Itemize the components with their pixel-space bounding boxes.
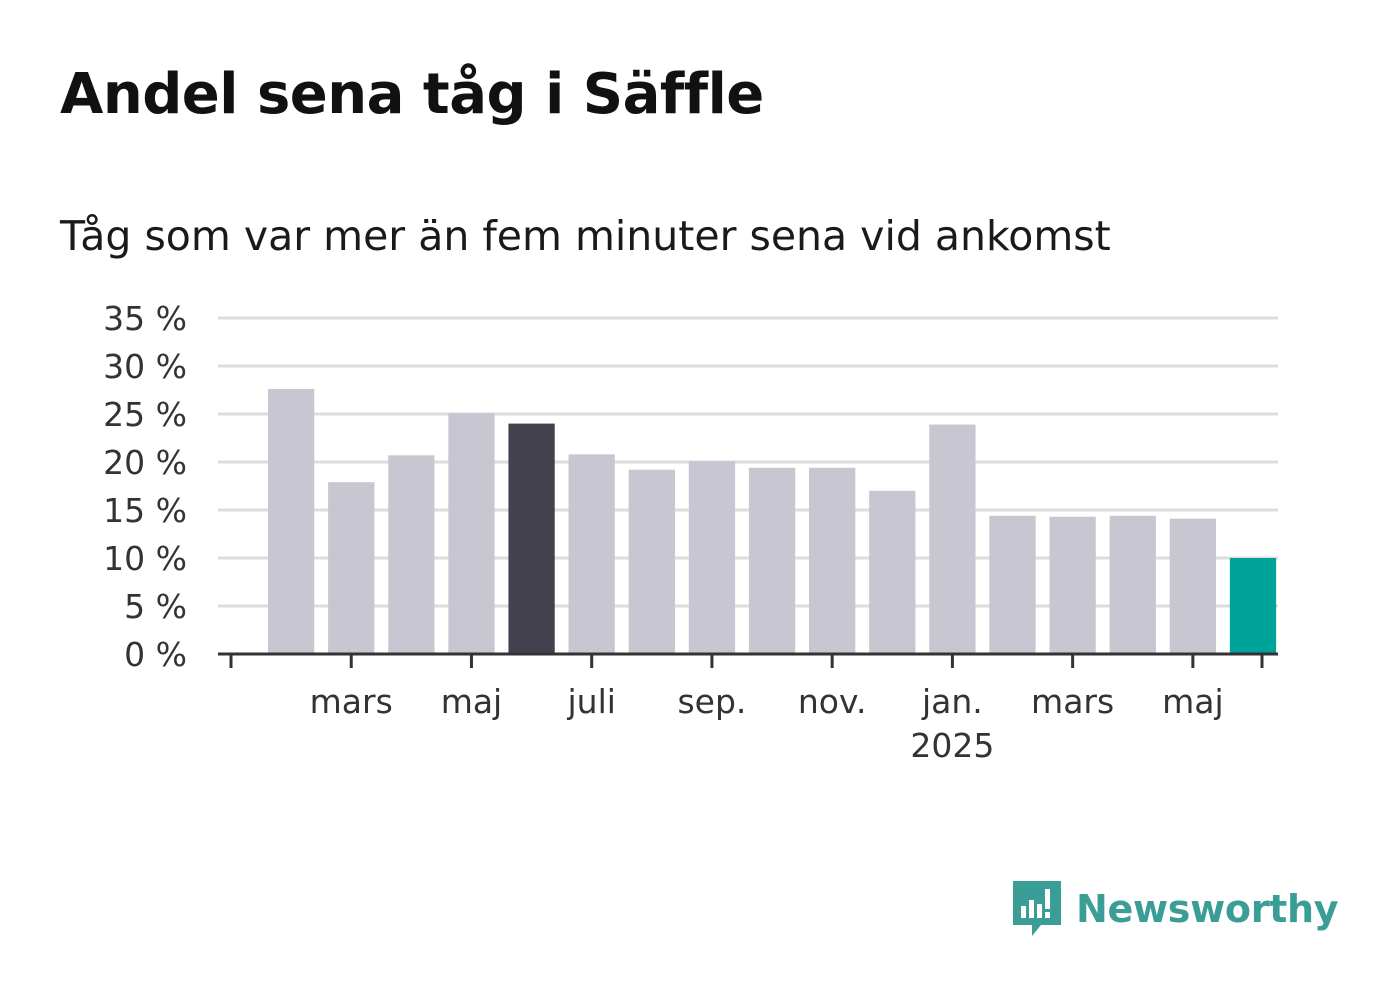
x-tick-label: jan. bbox=[921, 682, 983, 721]
bar bbox=[328, 482, 375, 654]
x-tick-label: maj bbox=[441, 682, 503, 721]
bar bbox=[869, 490, 916, 654]
x-tick-label: juli bbox=[566, 682, 615, 721]
bar bbox=[688, 461, 736, 654]
bar bbox=[1049, 516, 1096, 654]
x-tick-label: mars bbox=[1031, 682, 1114, 721]
bar bbox=[568, 454, 615, 654]
x-tick-label: mars bbox=[310, 682, 393, 721]
y-tick-label: 25 % bbox=[103, 395, 187, 434]
y-tick-label: 0 % bbox=[124, 635, 187, 674]
bar bbox=[809, 467, 856, 654]
bar bbox=[1109, 515, 1156, 654]
x-tick-label: sep. bbox=[677, 682, 746, 721]
bar bbox=[748, 467, 796, 654]
bar bbox=[388, 455, 435, 654]
bar bbox=[929, 424, 976, 654]
x-axis: mars maj juli sep. nov. jan. 2025 mars maj bbox=[218, 652, 1278, 765]
x-tick-year-label: 2025 bbox=[910, 726, 994, 765]
bar bbox=[989, 515, 1036, 654]
x-tick-label: maj bbox=[1162, 682, 1224, 721]
y-tick-label: 5 % bbox=[124, 587, 187, 626]
brand: Newsworthy bbox=[1010, 878, 1339, 940]
chart-subtitle: Tåg som var mer än fem minuter sena vid … bbox=[60, 212, 1111, 260]
y-axis-labels: 0 % 5 % 10 % 15 % 20 % 25 % 30 % 35 % bbox=[103, 299, 187, 674]
bar bbox=[1169, 518, 1217, 654]
bar bbox=[1229, 558, 1277, 654]
bar bbox=[267, 389, 315, 654]
y-tick-label: 20 % bbox=[103, 443, 187, 482]
bar bbox=[508, 423, 555, 654]
y-tick-label: 15 % bbox=[103, 491, 187, 530]
chart-title: Andel sena tåg i Säffle bbox=[60, 62, 764, 127]
y-tick-label: 10 % bbox=[103, 539, 187, 578]
bar bbox=[628, 469, 675, 654]
newsworthy-logo-icon bbox=[1013, 881, 1061, 936]
y-tick-label: 30 % bbox=[103, 347, 187, 386]
y-tick-label: 35 % bbox=[103, 299, 187, 338]
bar bbox=[448, 413, 495, 654]
brand-name: Newsworthy bbox=[1076, 887, 1339, 931]
bars bbox=[267, 389, 1277, 654]
x-tick-label: nov. bbox=[798, 682, 867, 721]
